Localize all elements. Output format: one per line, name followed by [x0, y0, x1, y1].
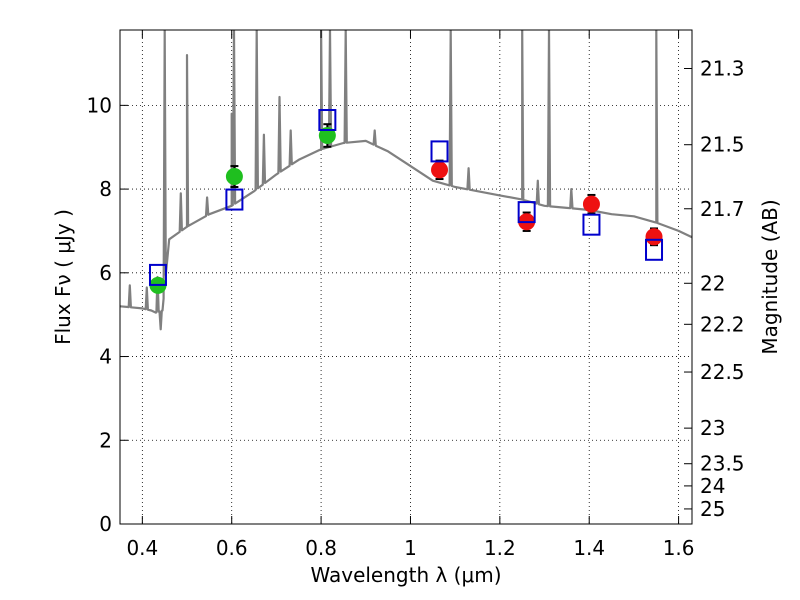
red-data-point — [582, 195, 600, 213]
model-square-marker — [517, 201, 536, 224]
x-tick-label: 1.2 — [484, 536, 516, 560]
right-tick-label: 25 — [700, 497, 725, 521]
model-square-marker — [430, 140, 449, 163]
right-tick-label: 22.5 — [700, 360, 745, 384]
model-square-marker — [318, 109, 337, 132]
y-tick-label: 6 — [99, 261, 112, 285]
grid-lines — [120, 30, 692, 525]
x-tick-label: 1 — [404, 536, 417, 560]
y-axis-ticks: 0 2 4 6 8 10 — [87, 93, 128, 536]
x-axis-ticks: 0.4 0.6 0.8 1 1.2 1.4 1.6 — [126, 30, 695, 560]
green-data-point — [225, 168, 243, 186]
spectrum-layer — [120, 30, 692, 331]
right-tick-label: 24 — [700, 474, 725, 498]
x-tick-label: 0.4 — [126, 536, 158, 560]
right-tick-label: 22 — [700, 271, 725, 295]
y-axis-label: Flux Fν ( μJy ) — [51, 209, 75, 345]
model-square-marker — [582, 213, 601, 236]
model-square-marker — [148, 263, 167, 286]
data-markers — [148, 109, 664, 294]
right-tick-label: 21.3 — [700, 57, 745, 81]
x-tick-label: 1.6 — [663, 536, 695, 560]
plot-frame — [119, 29, 693, 525]
x-tick-label: 0.6 — [216, 536, 248, 560]
red-data-point — [431, 161, 449, 179]
x-tick-label: 0.8 — [305, 536, 337, 560]
red-data-point — [645, 228, 663, 246]
y-tick-label: 2 — [99, 428, 112, 452]
spectrum-line — [120, 30, 692, 331]
y-tick-label: 8 — [99, 177, 112, 201]
right-tick-label: 23 — [700, 416, 725, 440]
right-axis-label: Magnitude (AB) — [758, 199, 782, 354]
y-tick-label: 4 — [99, 345, 112, 369]
x-axis-label: Wavelength λ (μm) — [310, 563, 501, 587]
model-square-marker — [225, 188, 244, 211]
right-tick-label: 23.5 — [700, 452, 745, 476]
right-tick-label: 22.2 — [700, 312, 745, 336]
right-tick-label: 21.5 — [700, 133, 745, 157]
y-tick-label: 10 — [87, 93, 112, 117]
y-tick-label: 0 — [99, 512, 112, 536]
green-data-point — [318, 126, 336, 144]
right-tick-label: 21.7 — [700, 197, 745, 221]
model-square-marker — [645, 238, 664, 261]
x-tick-label: 1.4 — [573, 536, 605, 560]
